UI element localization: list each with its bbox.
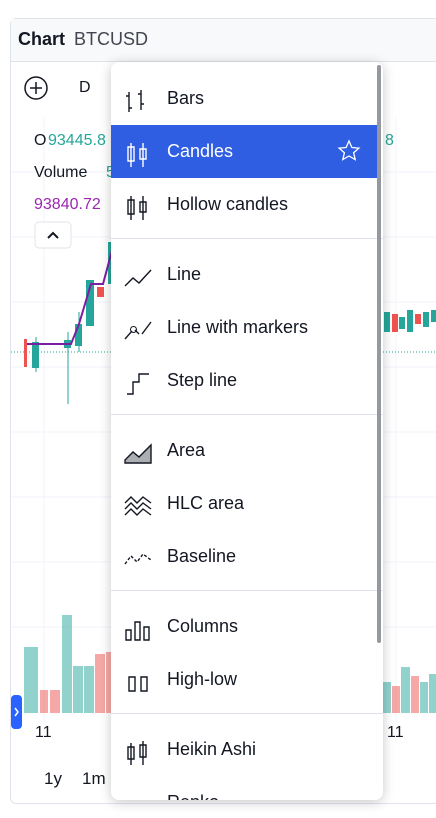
menu-item[interactable]: Step line (111, 354, 377, 407)
menu-item-label: Step line (167, 370, 238, 390)
menu-item-label: Baseline (167, 546, 237, 566)
menu-icon (127, 741, 147, 765)
interval-button[interactable]: D (79, 79, 91, 96)
date-label: 11 (35, 724, 52, 741)
chart-card (10, 18, 436, 804)
menu-item-label: High-low (167, 669, 238, 689)
menu-item[interactable]: Hollow candles (111, 178, 377, 231)
menu-item-label: Candles (167, 141, 234, 161)
legend-right-value: 8 (385, 132, 394, 149)
menu-separator (111, 238, 383, 239)
menu-icon (124, 269, 152, 287)
menu-item[interactable]: Line with markers (111, 301, 377, 354)
menu-item-label: Hollow candles (167, 194, 289, 214)
menu-item-label: Area (167, 440, 206, 460)
menu-icon (123, 790, 153, 800)
menu-icon (125, 621, 150, 641)
menu-item[interactable]: Area (111, 424, 377, 477)
menu-item-label: Renko (167, 792, 219, 800)
legend-open-value: 93445.8 (48, 132, 106, 149)
chart-type-menu: Bars Candles Hollow candles Line Line with m… (111, 62, 383, 800)
date-label: 11 (387, 724, 404, 741)
favorite-star[interactable] (337, 139, 361, 163)
legend-open-label: O (34, 132, 47, 149)
scrollbar[interactable] (377, 65, 381, 643)
candles (24, 242, 436, 404)
menu-item[interactable]: Candles (111, 125, 377, 178)
legend-volume-label: Volume (34, 164, 88, 181)
menu-icon (124, 496, 152, 516)
menu-item[interactable]: Renko (111, 776, 377, 800)
range-button[interactable]: 1y (44, 769, 62, 788)
header-title: Chart (18, 29, 66, 49)
menu-icon (124, 321, 152, 340)
legend-volume-value: 5 (106, 164, 115, 182)
menu-icon (127, 143, 147, 167)
menu-item-label: Line with markers (167, 317, 309, 337)
menu-icon (124, 443, 152, 464)
menu-icon (127, 196, 147, 220)
menu-item-label: Columns (167, 616, 239, 636)
menu-item[interactable]: High-low (111, 653, 377, 706)
menu-separator (111, 713, 383, 714)
header-bar (11, 19, 436, 62)
menu-item[interactable]: Columns (111, 600, 377, 653)
menu-item[interactable]: Baseline (111, 530, 377, 583)
menu-separator (111, 590, 383, 591)
menu-item-label: Line (167, 264, 202, 284)
menu-icon (126, 90, 144, 112)
collapse-button[interactable] (34, 221, 72, 249)
menu-item-label: Bars (167, 88, 205, 108)
legend-price: 93840.72 (34, 196, 101, 213)
menu-item[interactable]: Heikin Ashi (111, 723, 377, 776)
menu-separator (111, 414, 383, 415)
menu-item[interactable]: Line (111, 248, 377, 301)
add-button[interactable] (24, 76, 48, 100)
menu-item-label: HLC area (167, 493, 245, 513)
menu-icon (127, 373, 149, 395)
menu-icon (124, 553, 152, 565)
header-symbol: BTCUSD (74, 29, 149, 49)
menu-item[interactable]: HLC area (111, 477, 377, 530)
menu-icon (128, 676, 148, 692)
menu-item[interactable]: Bars (111, 72, 377, 125)
range-button[interactable]: 1m (82, 769, 106, 788)
menu-item-label: Heikin Ashi (167, 739, 257, 759)
side-toggle[interactable] (11, 695, 22, 729)
